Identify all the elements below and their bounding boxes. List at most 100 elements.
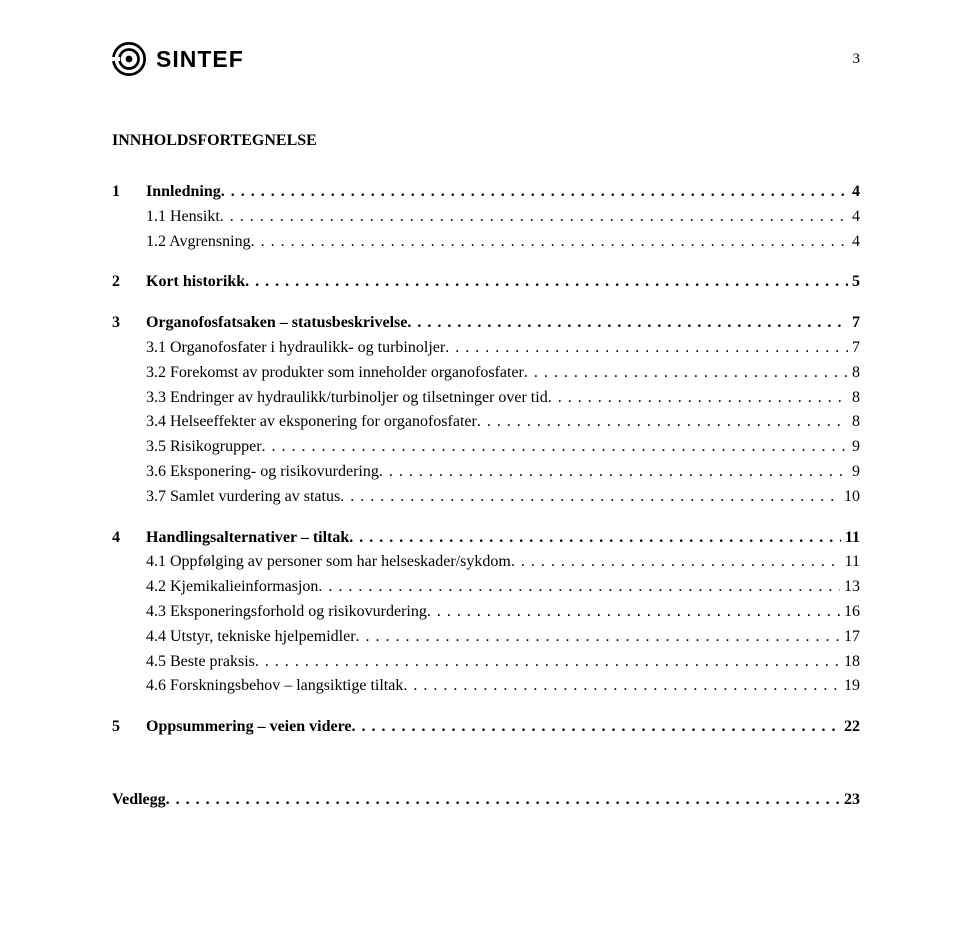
toc-label: Hensikt	[166, 205, 220, 230]
toc-label: Forekomst av produkter som inneholder or…	[166, 361, 524, 386]
leader-dots	[245, 270, 848, 295]
toc-label: Beste praksis	[166, 650, 255, 675]
toc-entry-level2: 4.4 Utstyr, tekniske hjelpemidler17	[112, 625, 860, 650]
sintef-logo-icon	[112, 42, 146, 76]
appendix-row: Vedlegg 23	[112, 788, 860, 813]
toc-label: Eksponering- og risikovurdering	[166, 460, 379, 485]
brand-name: SINTEF	[156, 46, 244, 73]
toc-label: Oppsummering – veien videre	[146, 715, 351, 740]
toc-number: 2	[112, 270, 146, 295]
toc-label: Risikogrupper	[166, 435, 262, 460]
leader-dots	[445, 336, 848, 361]
toc-page: 4	[848, 180, 860, 205]
toc-entry-level2: 1.2 Avgrensning 4	[112, 230, 860, 255]
toc-number: 1.2	[112, 230, 166, 255]
toc-number: 4	[112, 526, 146, 551]
leader-dots	[166, 788, 840, 813]
toc-entry-level2: 4.5 Beste praksis18	[112, 650, 860, 675]
toc-label: Kort historikk	[146, 270, 245, 295]
toc-page: 11	[841, 526, 860, 551]
toc-list: 1Innledning 4 1.1 Hensikt 4 1.2 Avgrensning 4…	[112, 180, 860, 740]
toc-entry-level2: 4.2 Kjemikalieinformasjon13	[112, 575, 860, 600]
toc-number: 3.3	[112, 386, 166, 411]
toc-label: Forskningsbehov – langsiktige tiltak	[166, 674, 403, 699]
toc-page: 4	[848, 205, 860, 230]
toc-page: 13	[840, 575, 860, 600]
page-number: 3	[853, 51, 861, 68]
toc-number: 3.6	[112, 460, 166, 485]
toc-number: 3.4	[112, 410, 166, 435]
toc-label: Oppfølging av personer som har helseskad…	[166, 550, 511, 575]
toc-entry-level2: 4.1 Oppfølging av personer som har helse…	[112, 550, 860, 575]
toc-section: 5Oppsummering – veien videre 22	[112, 715, 860, 740]
toc-number: 1.1	[112, 205, 166, 230]
toc-label: Utstyr, tekniske hjelpemidler	[166, 625, 356, 650]
toc-number: 3.5	[112, 435, 166, 460]
leader-dots	[351, 715, 840, 740]
toc-entry-level1: 2Kort historikk 5	[112, 270, 860, 295]
toc-label: Innledning	[146, 180, 221, 205]
toc-number: 1	[112, 180, 146, 205]
appendix-page: 23	[840, 788, 860, 813]
toc-page: 5	[848, 270, 860, 295]
leader-dots	[221, 180, 848, 205]
toc-section: 4Handlingsalternativer – tiltak 114.1 Opp…	[112, 526, 860, 700]
leader-dots	[511, 550, 841, 575]
toc-number: 3.1	[112, 336, 166, 361]
leader-dots	[356, 625, 840, 650]
toc-number: 3.7	[112, 485, 166, 510]
toc-label: Organofosfatsaken – statusbeskrivelse	[146, 311, 407, 336]
toc-entry-level2: 3.2 Forekomst av produkter som inneholde…	[112, 361, 860, 386]
toc-entry-level1: 1Innledning 4	[112, 180, 860, 205]
toc-entry-level2: 4.6 Forskningsbehov – langsiktige tiltak…	[112, 674, 860, 699]
toc-number: 4.5	[112, 650, 166, 675]
toc-entry-level2: 3.6 Eksponering- og risikovurdering 9	[112, 460, 860, 485]
toc-page: 16	[840, 600, 860, 625]
leader-dots	[262, 435, 848, 460]
toc-entry-level2: 3.4 Helseeffekter av eksponering for org…	[112, 410, 860, 435]
toc-number: 5	[112, 715, 146, 740]
leader-dots	[349, 526, 841, 551]
toc-number: 4.3	[112, 600, 166, 625]
toc-number: 3.2	[112, 361, 166, 386]
toc-page: 4	[848, 230, 860, 255]
leader-dots	[477, 410, 848, 435]
toc-entry-level2: 4.3 Eksponeringsforhold og risikovurderi…	[112, 600, 860, 625]
toc-label: Endringer av hydraulikk/turbinoljer og t…	[166, 386, 548, 411]
toc-entry-level1: 5Oppsummering – veien videre 22	[112, 715, 860, 740]
toc-page: 7	[848, 311, 860, 336]
toc-page: 19	[840, 674, 860, 699]
toc-entry-level2: 3.7 Samlet vurdering av status10	[112, 485, 860, 510]
toc-page: 22	[840, 715, 860, 740]
leader-dots	[255, 650, 840, 675]
toc-entry-level2: 3.1 Organofosfater i hydraulikk- og turb…	[112, 336, 860, 361]
toc-number: 4.4	[112, 625, 166, 650]
toc-number: 4.2	[112, 575, 166, 600]
toc-page: 8	[848, 386, 860, 411]
toc-page: 9	[848, 435, 860, 460]
leader-dots	[220, 205, 848, 230]
leader-dots	[524, 361, 848, 386]
leader-dots	[403, 674, 840, 699]
toc-label: Handlingsalternativer – tiltak	[146, 526, 349, 551]
page-header: SINTEF 3	[112, 42, 860, 76]
toc-label: Avgrensning	[166, 230, 251, 255]
toc-section: 2Kort historikk 5	[112, 270, 860, 295]
leader-dots	[379, 460, 848, 485]
toc-entry-level2: 3.3 Endringer av hydraulikk/turbinoljer …	[112, 386, 860, 411]
toc-number: 4.6	[112, 674, 166, 699]
toc-section: 3Organofosfatsaken – statusbeskrivelse73…	[112, 311, 860, 509]
toc-page: 10	[840, 485, 860, 510]
toc-entry-level2: 3.5 Risikogrupper 9	[112, 435, 860, 460]
leader-dots	[548, 386, 848, 411]
toc-page: 7	[848, 336, 860, 361]
leader-dots	[407, 311, 848, 336]
toc-entry-level1: 3Organofosfatsaken – statusbeskrivelse 7	[112, 311, 860, 336]
toc-entry-level1: 4Handlingsalternativer – tiltak 11	[112, 526, 860, 551]
appendix-label: Vedlegg	[112, 788, 166, 813]
toc-page: 9	[848, 460, 860, 485]
toc-entry-level2: 1.1 Hensikt 4	[112, 205, 860, 230]
toc-title: INNHOLDSFORTEGNELSE	[112, 132, 860, 150]
toc-number: 3	[112, 311, 146, 336]
toc-label: Helseeffekter av eksponering for organof…	[166, 410, 477, 435]
